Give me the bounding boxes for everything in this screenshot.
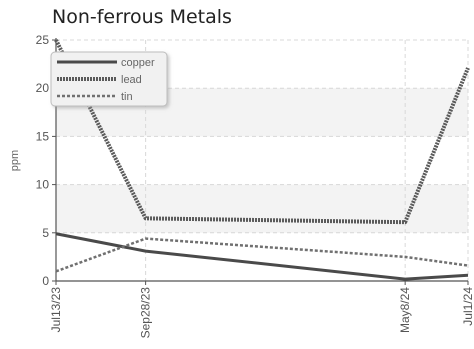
legend-label-tin: tin (121, 91, 133, 103)
legend: copper lead tin (50, 51, 168, 107)
y-tick-label: 25 (36, 33, 50, 47)
legend-label-lead: lead (121, 74, 142, 86)
y-tick-label: 15 (36, 129, 50, 143)
chart-title: Non-ferrous Metals (52, 6, 232, 28)
y-tick-label: 5 (42, 226, 49, 240)
y-tick-label: 0 (42, 274, 49, 288)
x-tick-label: Jul13/23 (49, 287, 63, 333)
legend-label-copper: copper (121, 57, 155, 69)
x-tick-label: Sep28/23 (139, 287, 153, 339)
plot-bands (56, 88, 468, 233)
y-tick-labels: 0 5 10 15 20 25 (36, 33, 50, 288)
series-line-lead (54, 39, 470, 225)
plot-band (56, 184, 468, 233)
series-line-copper (55, 232, 469, 281)
x-tick-label: May8/24 (398, 287, 412, 333)
y-axis-label: ppm (9, 150, 21, 171)
x-tick-label: Jul1/24 (461, 287, 474, 326)
series-lines (54, 39, 470, 281)
series-line-tin (55, 237, 469, 273)
y-tick-label: 20 (36, 81, 50, 95)
y-tick-label: 10 (36, 178, 50, 192)
gridlines (56, 39, 469, 281)
x-tick-labels: Jul13/23 Sep28/23 May8/24 Jul1/24 (49, 287, 474, 339)
